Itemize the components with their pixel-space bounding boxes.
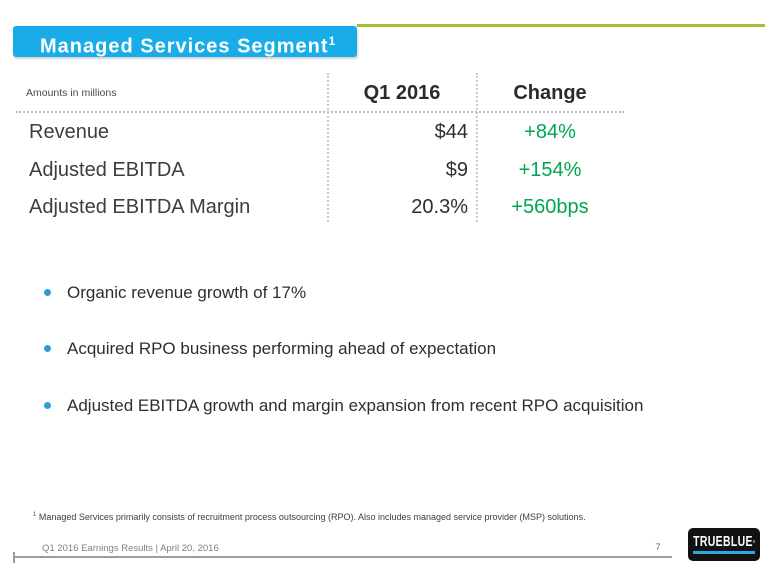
registered-mark-icon: ® (752, 538, 756, 544)
row-value-q1: 20.3% (411, 196, 468, 218)
footnote-marker: 1 (33, 512, 37, 518)
row-value-change: +84% (524, 121, 576, 143)
column-header-q1-2016: Q1 2016 (363, 82, 441, 104)
footer-rule (13, 556, 672, 558)
table-row: Adjusted EBITDA $9 +154% (0, 159, 775, 185)
bullet-dot (44, 345, 51, 352)
bullet-dot (44, 402, 51, 409)
table-row: Revenue $44 +84% (0, 121, 775, 147)
page-title: Managed Services Segment (40, 35, 329, 58)
row-value-change: +154% (518, 159, 582, 181)
logo-text: TRUEBLUE® (692, 533, 756, 550)
row-label: Revenue (29, 121, 110, 143)
trueblue-logo: TRUEBLUE® (688, 528, 760, 561)
logo-stripe (693, 550, 755, 555)
bullet-text: Organic revenue growth of 17% (67, 283, 307, 302)
bullet-dot (44, 289, 51, 296)
footer-text: Q1 2016 Earnings Results | April 20, 201… (42, 543, 219, 554)
title-bar: Managed Services Segment1 (13, 26, 357, 58)
bullet-text: Acquired RPO business performing ahead o… (67, 339, 497, 358)
row-value-q1: $44 (434, 121, 468, 143)
table-note: Amounts in millions (26, 87, 117, 99)
header-divider (16, 111, 624, 113)
row-label: Adjusted EBITDA (29, 159, 185, 181)
table-row: Adjusted EBITDA Margin 20.3% +560bps (0, 196, 775, 222)
footnote-text: Managed Services primarily consists of r… (36, 512, 586, 522)
column-divider (327, 73, 329, 222)
row-value-q1: $9 (445, 159, 468, 181)
footer-rule-tick (13, 552, 15, 563)
logo-wordmark: TRUEBLUE (692, 533, 753, 550)
page-number: 7 (655, 542, 661, 553)
column-divider (476, 73, 478, 222)
column-header-change: Change (513, 82, 587, 104)
footnote: 1 Managed Services primarily consists of… (33, 512, 586, 522)
bullet-text: Adjusted EBITDA growth and margin expans… (67, 396, 644, 415)
row-label: Adjusted EBITDA Margin (29, 196, 251, 218)
row-value-change: +560bps (511, 196, 589, 218)
title-footnote-marker: 1 (328, 34, 336, 48)
accent-line (357, 24, 765, 27)
